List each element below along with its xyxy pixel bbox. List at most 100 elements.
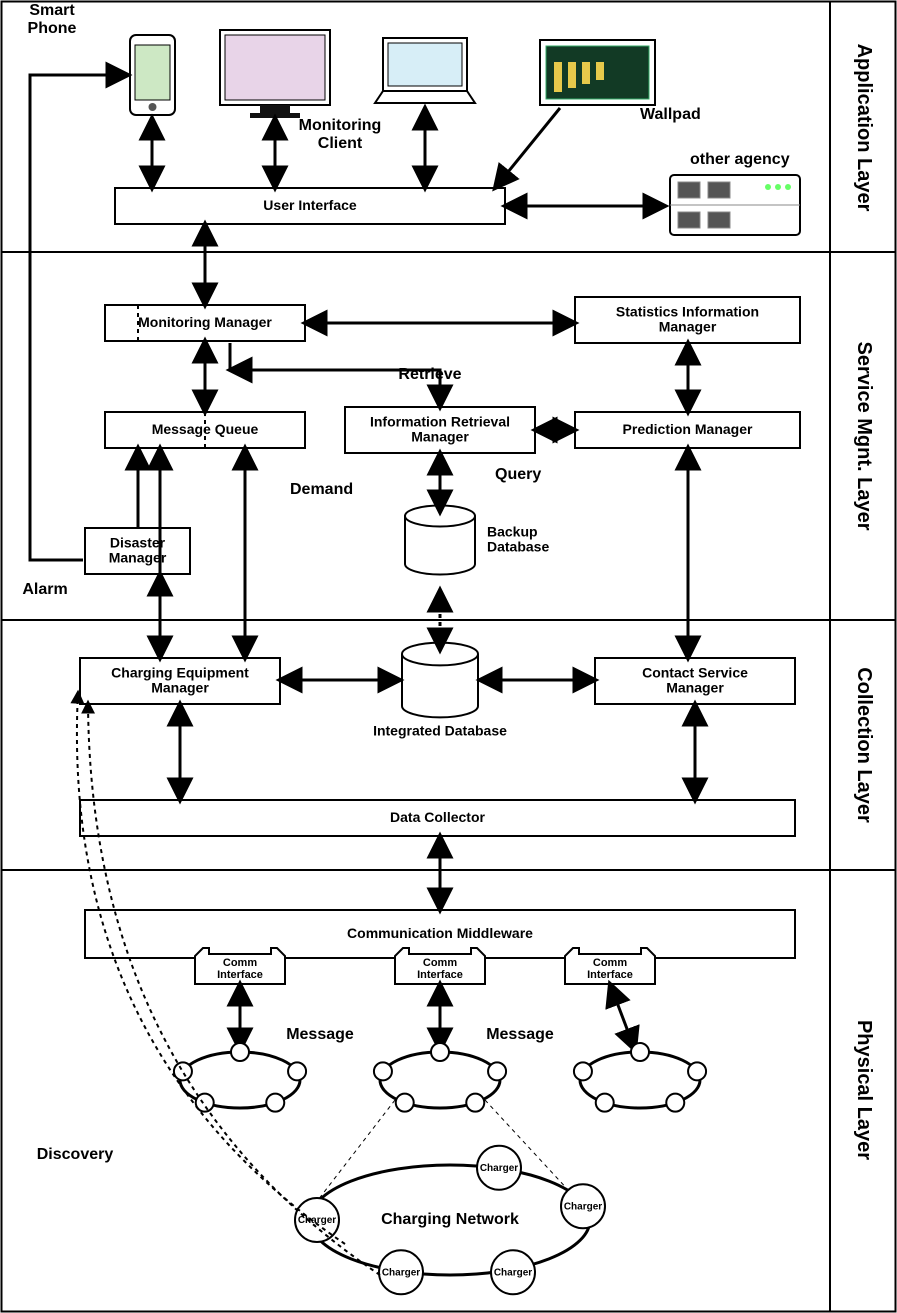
text-shape: Integrated Database <box>373 722 507 738</box>
tspan-shape: Interface <box>587 969 633 981</box>
tspan-shape: Backup <box>487 523 538 539</box>
tspan-shape: User Interface <box>263 197 357 213</box>
layer-label-app: Application Layer <box>853 44 875 212</box>
tspan-shape: Demand <box>290 481 353 498</box>
tspan-shape: Charging Network <box>381 1211 519 1228</box>
text-shape: other agency <box>690 151 790 168</box>
tspan-shape: Manager <box>666 679 724 695</box>
text-shape: Charger <box>494 1267 532 1278</box>
circle-shape <box>288 1062 306 1080</box>
tspan-shape: Comm <box>223 957 257 969</box>
tspan-shape: Monitoring <box>299 117 382 134</box>
text-shape: Alarm <box>22 581 67 598</box>
rect-shape <box>225 35 325 100</box>
layer-label-svc: Service Mgnt. Layer <box>853 342 875 531</box>
circle-shape <box>431 1043 449 1061</box>
rect-shape <box>568 62 576 88</box>
text-shape: Charger <box>382 1267 420 1278</box>
circle-shape <box>396 1094 414 1112</box>
circle-shape <box>765 184 771 190</box>
circle-shape <box>149 103 157 111</box>
tspan-shape: Contact Service <box>642 664 748 680</box>
tspan-shape: Interface <box>417 969 463 981</box>
node-ui-label: User Interface <box>263 197 357 213</box>
tspan-shape: Manager <box>151 679 209 695</box>
circle-shape <box>775 184 781 190</box>
tspan-shape: Client <box>318 135 363 152</box>
rect-shape <box>554 62 562 92</box>
circle-shape <box>785 184 791 190</box>
circle-shape <box>174 1062 192 1080</box>
circle-shape <box>266 1094 284 1112</box>
circle-shape <box>231 1043 249 1061</box>
rect-shape <box>388 43 462 86</box>
rect-shape <box>708 182 730 198</box>
label-smartphone: SmartPhone <box>28 2 77 37</box>
circle-shape <box>466 1094 484 1112</box>
node-monmgr-label: Monitoring Manager <box>138 314 272 330</box>
tspan-shape: Communication Middleware <box>347 925 533 941</box>
text-shape: Discovery <box>37 1146 114 1163</box>
tspan-shape: Manager <box>109 549 167 565</box>
text-shape: Wallpad <box>640 106 701 123</box>
tspan-shape: Query <box>495 466 541 483</box>
circle-shape <box>688 1062 706 1080</box>
tspan-shape: Alarm <box>22 581 67 598</box>
text-shape: Charger <box>564 1201 602 1212</box>
tspan-shape: Charger <box>382 1267 420 1278</box>
rect-shape <box>260 105 290 113</box>
node-commmw-label: Communication Middleware <box>347 925 533 941</box>
text-shape: CommInterface <box>217 957 263 981</box>
tspan-shape: Message <box>486 1026 554 1043</box>
tspan-shape: Phone <box>28 20 77 37</box>
text-shape: Charging Network <box>381 1211 519 1228</box>
rect-shape <box>135 45 170 100</box>
tspan-shape: Charger <box>564 1201 602 1212</box>
tspan-shape: Manager <box>659 318 717 334</box>
circle-shape <box>488 1062 506 1080</box>
tspan-shape: Charging Equipment <box>111 664 249 680</box>
rect-shape <box>678 212 700 228</box>
tspan-shape: Monitoring Manager <box>138 314 272 330</box>
path-shape <box>375 91 475 103</box>
tspan-shape: Prediction Manager <box>623 421 753 437</box>
tspan-shape: Data Collector <box>390 809 485 825</box>
circle-shape <box>374 1062 392 1080</box>
tspan-shape: Comm <box>423 957 457 969</box>
text-shape: Message <box>286 1026 354 1043</box>
tspan-shape: Statistics Information <box>616 303 759 319</box>
tspan-shape: Database <box>487 538 549 554</box>
text-shape: CommInterface <box>587 957 633 981</box>
tspan-shape: other agency <box>690 151 790 168</box>
tspan-shape: Smart <box>29 2 75 19</box>
rect-shape <box>596 62 604 80</box>
tspan-shape: Information Retrieval <box>370 413 510 429</box>
rect-shape <box>708 212 730 228</box>
text-shape: CommInterface <box>417 957 463 981</box>
tspan-shape: Discovery <box>37 1146 114 1163</box>
tspan-shape: Interface <box>217 969 263 981</box>
node-datacol-label: Data Collector <box>390 809 485 825</box>
circle-shape <box>666 1094 684 1112</box>
rect-shape <box>678 182 700 198</box>
tspan-shape: Comm <box>593 957 627 969</box>
text-shape: Demand <box>290 481 353 498</box>
node-dismgr-label: DisasterManager <box>109 534 167 565</box>
circle-shape <box>631 1043 649 1061</box>
tspan-shape: Wallpad <box>640 106 701 123</box>
text-shape: Message <box>486 1026 554 1043</box>
layer-label-phy: Physical Layer <box>853 1020 875 1160</box>
rect-shape <box>582 62 590 84</box>
layer-label-col: Collection Layer <box>853 667 875 823</box>
tspan-shape: Manager <box>411 428 469 444</box>
tspan-shape: Charger <box>494 1267 532 1278</box>
rect-shape <box>250 113 300 118</box>
tspan-shape: Disaster <box>110 534 166 550</box>
tspan-shape: Charger <box>480 1162 518 1173</box>
circle-shape <box>596 1094 614 1112</box>
text-shape: Charger <box>480 1162 518 1173</box>
tspan-shape: Integrated Database <box>373 722 507 738</box>
text-shape: Query <box>495 466 541 483</box>
node-predmgr-label: Prediction Manager <box>623 421 753 437</box>
circle-shape <box>574 1062 592 1080</box>
